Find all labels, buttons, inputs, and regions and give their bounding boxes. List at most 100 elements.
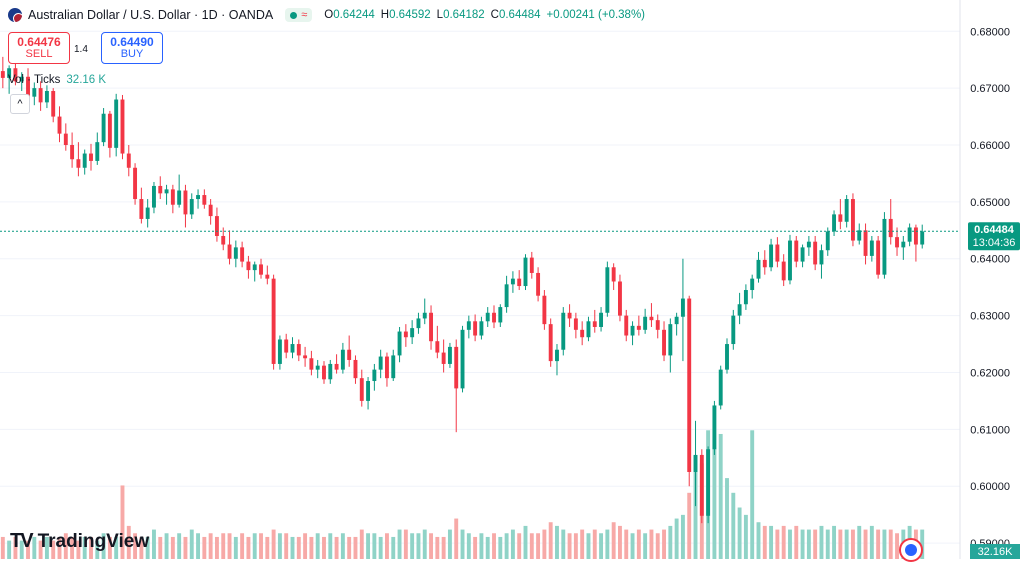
candle [290,337,295,359]
volume-bar [403,529,408,559]
candle-body [101,113,106,143]
candle-body [819,250,824,265]
change-value: +0.00241 (+0.38%) [546,9,646,21]
volume-axis-label: 32.16K [970,544,1020,559]
volume-bar [529,533,534,559]
candle [145,199,150,228]
volume-bar [567,533,572,559]
volume-bar [737,507,742,559]
grid-lines [0,30,960,544]
candle [366,377,371,410]
volume-bar [731,492,736,559]
market-status-badge[interactable]: ≈ [285,8,313,22]
buy-label: BUY [120,48,144,60]
candle-body [290,344,295,353]
candle-body [523,257,528,287]
volume-bar [340,533,345,559]
symbol-title[interactable]: Australian Dollar / U.S. Dollar · 1D · O… [28,8,274,22]
volume-bar [769,525,774,559]
volume-bar [19,540,24,559]
candle [618,274,622,322]
volume-bar [788,529,792,559]
volume-bar [221,533,226,559]
candle [662,321,666,362]
candle-body [315,365,320,370]
last-price-value: 0.64484 [974,224,1015,236]
candle-body [252,264,257,271]
volume-bar [177,533,182,559]
wave-icon: ≈ [301,9,308,21]
brand-name: TradingView [37,530,150,552]
candle [548,318,553,367]
candle-body [259,264,263,275]
candle [788,234,792,285]
volume-bar [473,536,478,559]
candle [806,235,811,256]
volume-bar [277,533,282,559]
candle [869,235,874,262]
volume-bar [668,525,673,559]
volume-bar [781,525,786,559]
candle-body [920,231,925,245]
volume-bar [888,529,893,559]
candle [699,449,704,524]
volume-bar [38,540,43,559]
candle-body [0,71,5,78]
candle-body [649,316,654,321]
candle-body [806,241,811,248]
candle-body [863,230,868,256]
candle-body [366,381,371,401]
candle-body [479,321,484,336]
candle [233,240,238,268]
candle-body [901,241,906,248]
price-tick-label: 0.68000 [970,26,1010,38]
currency-flag-icon[interactable] [899,538,923,562]
volume-legend[interactable]: Vol · Ticks 32.16 K [8,74,106,86]
candle [252,261,257,282]
candle [309,350,314,376]
candle-body [907,227,912,242]
candle-body [743,290,748,305]
volume-bar [756,522,761,559]
volume-axis-value: 32.16K [978,546,1014,558]
volume-bar [466,533,471,559]
candle-body [599,312,604,327]
volume-bar [397,529,402,559]
candle [655,314,660,339]
volume-bar [655,533,660,559]
candle-body [422,312,427,319]
volume-bar [718,433,723,559]
sell-button[interactable]: 0.64476 SELL [8,32,70,64]
candle-body [196,195,200,200]
candle [315,359,320,379]
candle-body [529,257,534,273]
candle-body [385,356,389,379]
volume-bar [284,533,289,559]
buy-button[interactable]: 0.64490 BUY [101,32,163,64]
candle [447,342,452,368]
volume-bar [819,525,824,559]
candle [19,72,24,91]
candle [888,199,893,245]
candle [32,82,37,106]
volume-bar [580,529,585,559]
candle-body [309,358,314,370]
candle [296,339,301,362]
candle-body [7,68,12,78]
candle-body [340,349,345,370]
candle-body [580,329,585,338]
volume-bar [214,536,219,559]
candle [303,346,308,367]
candle [101,108,106,147]
collapse-legend-button[interactable]: ^ [10,94,30,114]
low-label: L [436,9,444,21]
candle [592,309,597,333]
candle-body [95,142,100,161]
candle [397,326,402,363]
volume-bar [762,525,767,559]
close-value: 0.64484 [498,9,541,21]
candle-body [19,76,24,82]
candle [372,363,377,391]
chevron-up-icon: ^ [17,98,23,110]
